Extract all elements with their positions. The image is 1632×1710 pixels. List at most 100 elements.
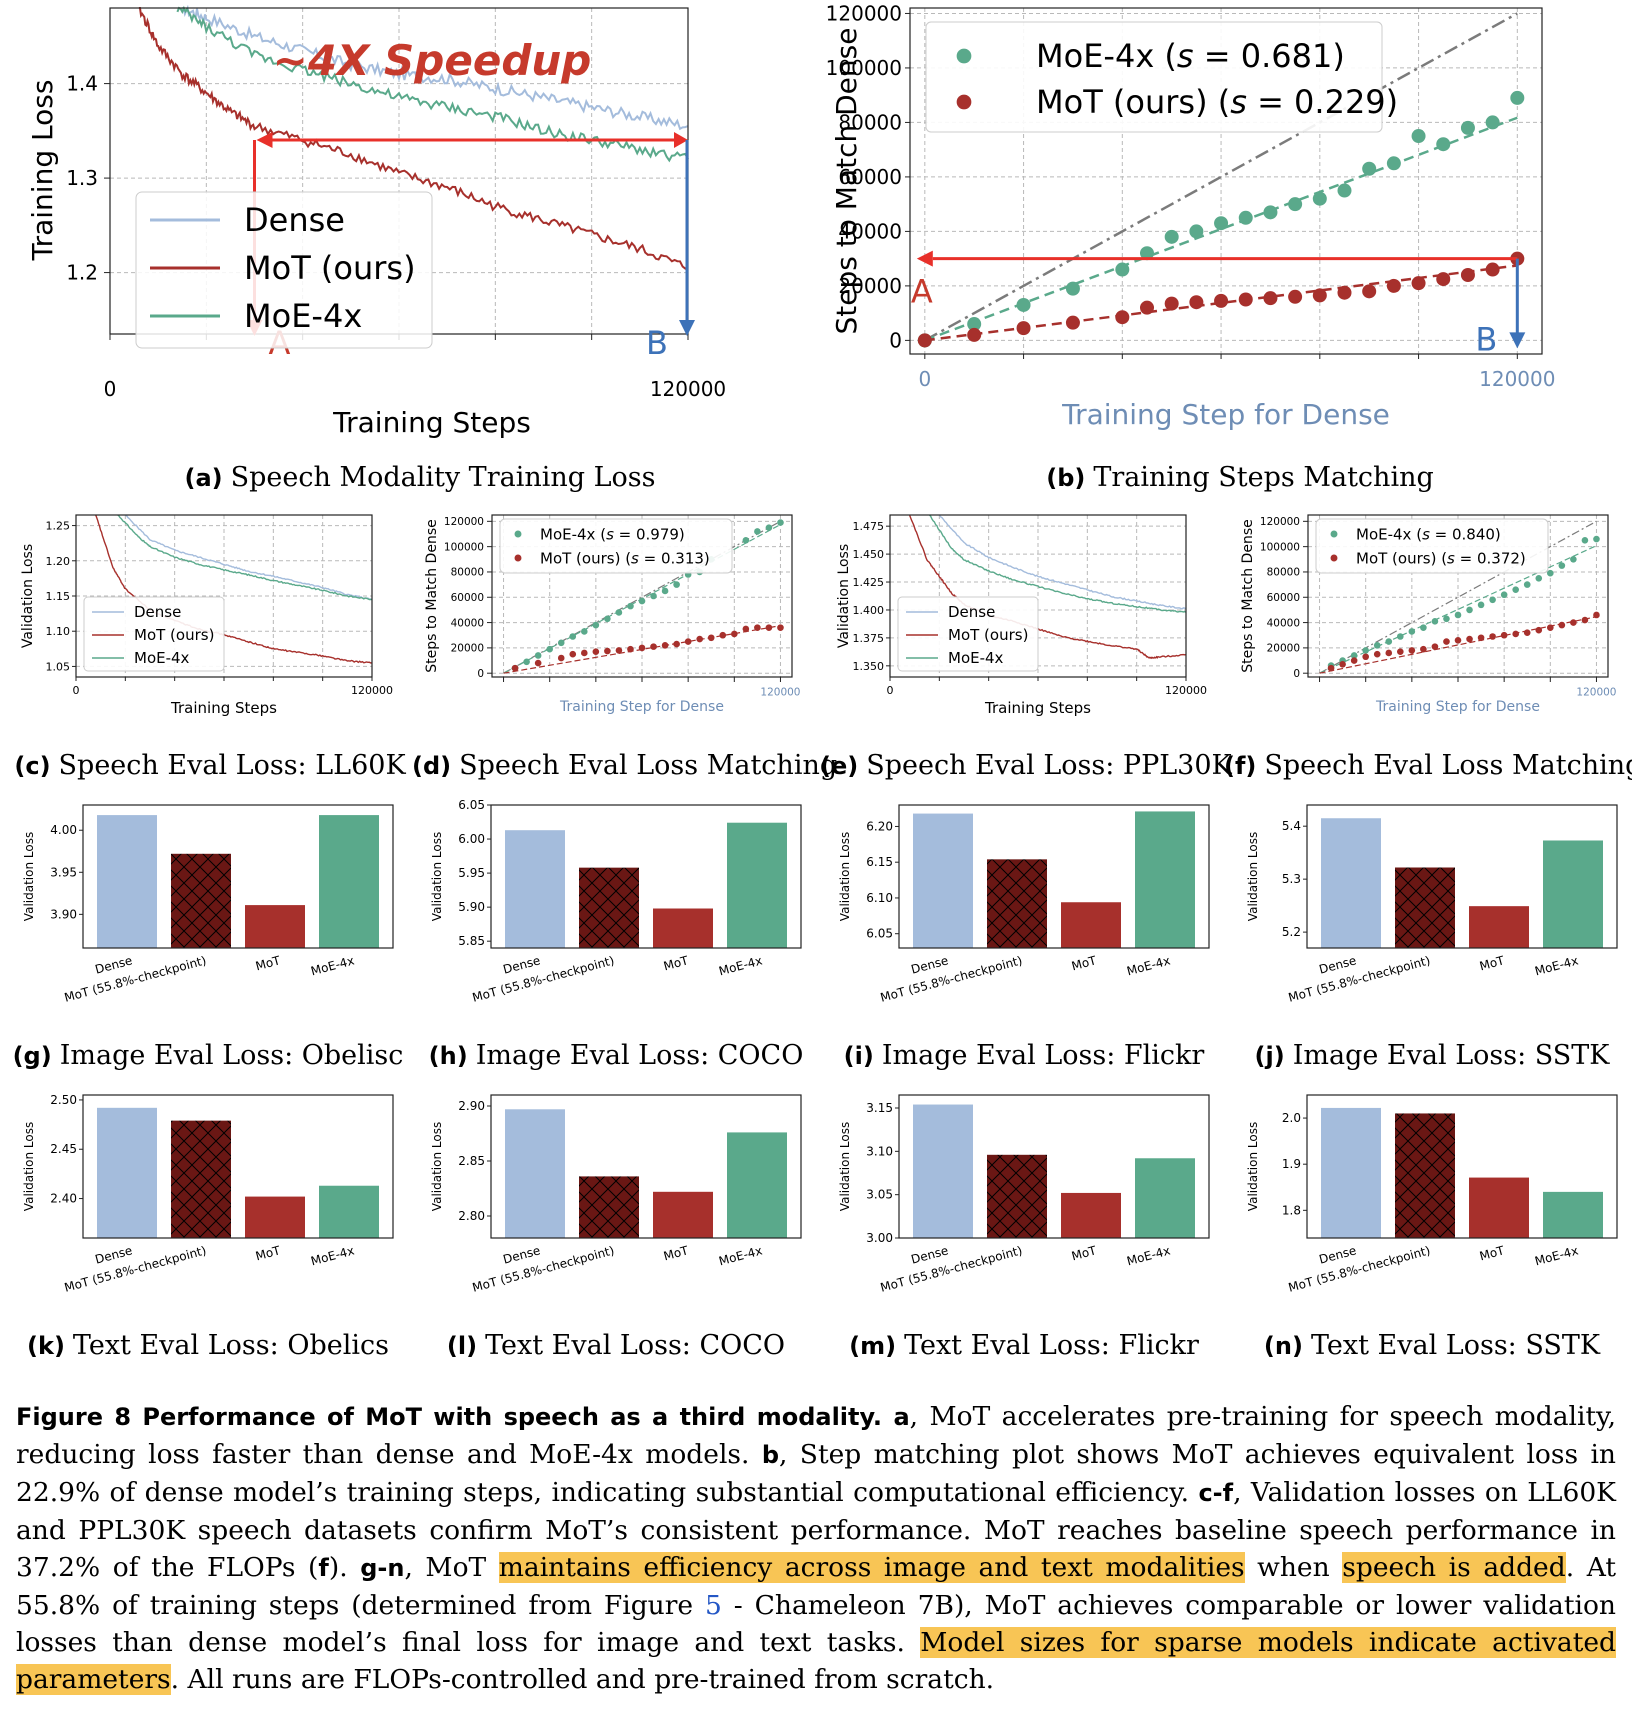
bar-0 (97, 1107, 157, 1238)
scatter-point (592, 648, 600, 655)
caption-text-8: - Chameleon 7B), MoT achieves comparable… (16, 1590, 1616, 1658)
x-tick-label: MoT (254, 953, 282, 973)
y-tick-label: 20000 (838, 274, 902, 298)
scatter-point (1115, 262, 1130, 277)
bar-2 (653, 1191, 713, 1238)
caption-g-text: Image Eval Loss: Obelisc (59, 1040, 404, 1071)
scatter-point (696, 635, 703, 643)
x-tick-label: MoT (1478, 953, 1506, 973)
scatter-point (546, 645, 553, 653)
scatter-point (1547, 624, 1554, 631)
caption-text-9: . All runs are FLOPs-controlled and pre-… (170, 1664, 995, 1695)
caption-e-label: (e) (820, 752, 859, 780)
y-tick-label: 3.05 (866, 1188, 893, 1202)
panel-d-chart: 0 20000 40000 60000 80000 100000 120000 120000 T… (424, 514, 801, 715)
scatter-point (1477, 601, 1485, 609)
y-tick-label: 6.05 (458, 798, 485, 812)
series-line-0 (182, 4, 689, 131)
y-tick-label: 5.4 (1282, 819, 1301, 833)
scatter-point (1065, 281, 1080, 296)
scatter-point (1189, 295, 1204, 310)
figure-reference-link[interactable]: 5 (704, 1590, 722, 1621)
scatter-point (1489, 596, 1496, 604)
caption-c-label: (c) (14, 752, 51, 780)
legend-label: MoT (ours) (s = 0.372) (1356, 549, 1526, 567)
scatter-point (1115, 310, 1130, 325)
scatter-point (557, 654, 565, 662)
bar-2 (653, 908, 713, 948)
scatter-point (1164, 296, 1179, 311)
y-axis-label: Validation Loss (1246, 832, 1260, 921)
panel-c-chart: 1.05 1.10 1.15 1.20 1.25 0 120000 Training Step… (20, 514, 393, 717)
caption-m-label: (m) (849, 1332, 897, 1360)
y-tick-label: 40000 (451, 617, 484, 629)
y-axis-label: Validation Loss (836, 544, 852, 648)
caption-e-text: Speech Eval Loss: PPL30K (866, 750, 1232, 781)
y-tick-label: 6.15 (866, 855, 893, 869)
bar-1 (987, 1154, 1047, 1238)
caption-e: (e) Speech Eval Loss: PPL30K (820, 750, 1232, 781)
legend-box (83, 596, 225, 672)
x-axis-label: Training Steps (332, 406, 531, 439)
y-axis-label: Steps to Match Dense (830, 28, 863, 335)
scatter-point (1288, 289, 1303, 304)
y-tick-label: 1.9 (1282, 1157, 1301, 1171)
scatter-point (1397, 633, 1404, 640)
x-tick-label: MoE-4x (1125, 953, 1171, 978)
scatter-point (1436, 137, 1451, 152)
scatter-point (1593, 535, 1600, 543)
bar-0 (505, 1109, 565, 1238)
scatter-point (1558, 562, 1566, 569)
caption-n: (n) Text Eval Loss: SSTK (1232, 1330, 1632, 1361)
y-tick-label: 1.15 (46, 590, 71, 603)
scatter-point (1523, 581, 1531, 588)
scatter-point (650, 592, 657, 600)
legend: MoE-4x (s = 0.840) MoT (ours) (s = 0.372) (1315, 518, 1549, 574)
bar-3 (319, 1185, 379, 1238)
plot-frame (490, 804, 802, 949)
y-tick-label: 20000 (451, 643, 484, 655)
x-tick-label: MoT (662, 1243, 690, 1263)
x-tick-label: 120000 (1576, 687, 1616, 699)
x-tick-label: 120000 (760, 687, 800, 699)
legend: MoE-4x (s = 0.681) MoT (ours) (s = 0.229) (925, 21, 1398, 133)
caption-g: (g) Image Eval Loss: Obelisc (8, 1040, 408, 1071)
legend: MoE-4x (s = 0.979) MoT (ours) (s = 0.313) (499, 518, 733, 574)
caption-k-text: Text Eval Loss: Obelics (72, 1330, 389, 1361)
scatter-point (615, 609, 623, 616)
x-tick-label: 120000 (351, 684, 393, 697)
y-tick-label: 120000 (826, 1, 902, 25)
scatter-point (1189, 224, 1204, 239)
figure-caption-title: Figure 8 Performance of MoT with speech … (16, 1403, 883, 1431)
x-tick-label: MoT (1478, 1243, 1506, 1263)
legend: Dense MoT (ours) MoE-4x (897, 596, 1039, 672)
legend-label: MoT (ours) (244, 249, 416, 287)
bar-2 (1469, 906, 1529, 948)
scatter-point (742, 625, 750, 633)
scatter-point (1454, 636, 1462, 644)
plot-frame (82, 804, 394, 949)
scatter-point (638, 597, 646, 605)
x-tick-label: MoT (55.8%-checkpoint) (471, 1243, 616, 1294)
x-tick-label: MoT (1070, 1243, 1098, 1263)
x-tick-label: MoT (55.8%-checkpoint) (471, 953, 616, 1004)
scatter-point (1386, 278, 1401, 293)
x-tick-label: MoE-4x (717, 953, 763, 978)
scatter-point (1385, 649, 1393, 657)
bar-3 (727, 1132, 787, 1238)
y-tick-label: 1.8 (1282, 1203, 1301, 1217)
y-axis-label: Validation Loss (1246, 1122, 1260, 1211)
caption-k: (k) Text Eval Loss: Obelics (8, 1330, 408, 1361)
scatter-point (1016, 321, 1031, 336)
legend-label: MoT (ours) (s = 0.313) (540, 549, 710, 567)
caption-h-text: Image Eval Loss: COCO (475, 1040, 804, 1071)
scatter-point (1460, 120, 1475, 135)
scatter-point (1500, 591, 1508, 599)
scatter-point (592, 621, 600, 629)
x-tick-label: MoT (55.8%-checkpoint) (879, 953, 1024, 1004)
caption-m: (m) Text Eval Loss: Flickr (824, 1330, 1224, 1361)
